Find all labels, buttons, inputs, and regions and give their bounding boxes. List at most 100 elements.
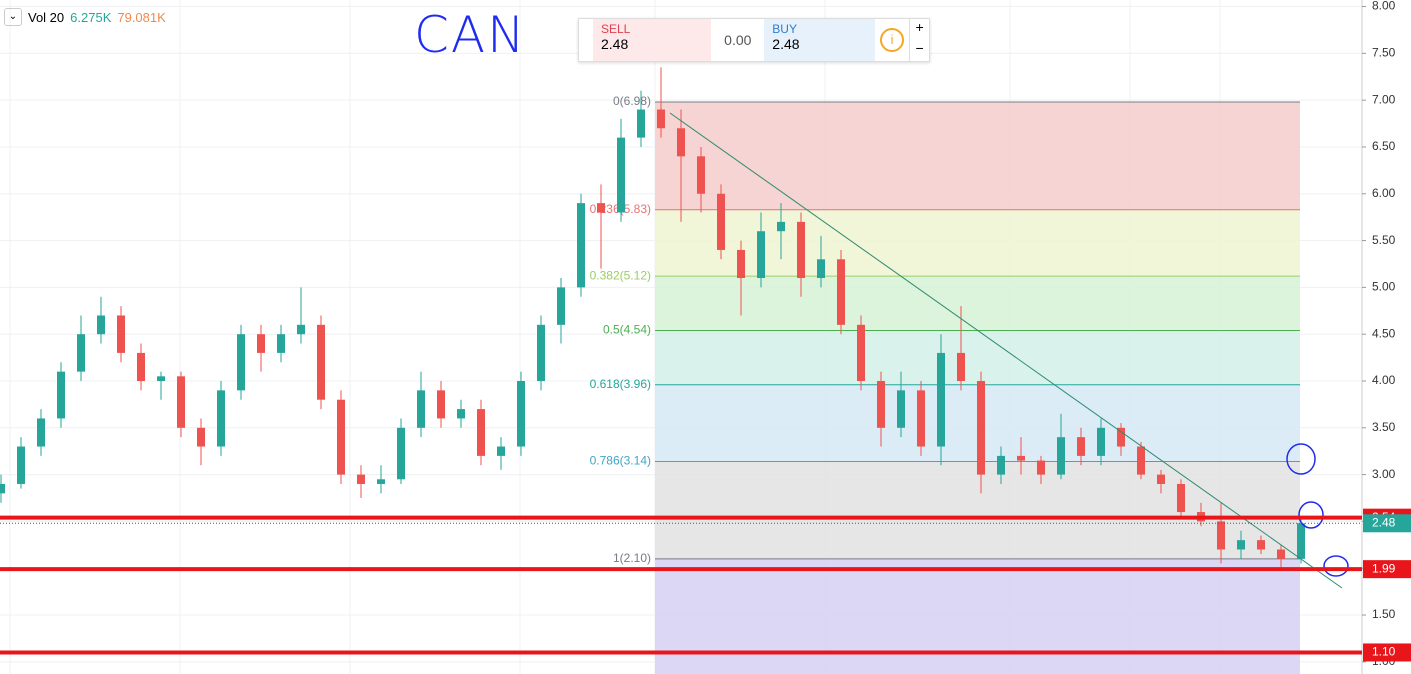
candle-body (57, 371, 65, 419)
candle-body (737, 249, 745, 279)
candle-body (517, 380, 525, 447)
y-tick-label: 1.50 (1372, 607, 1396, 621)
candle-body (77, 334, 85, 372)
candle-body (1277, 549, 1285, 559)
candle-body (1117, 427, 1125, 447)
candle-body (437, 390, 445, 419)
candle-body (917, 390, 925, 447)
candle-body (977, 380, 985, 475)
y-tick-label: 8.00 (1372, 0, 1396, 13)
candle-body (0, 483, 5, 494)
candle-body (897, 390, 905, 428)
candle-body (817, 259, 825, 279)
candle-body (757, 231, 765, 279)
candle-body (177, 376, 185, 428)
candle-body (617, 137, 625, 213)
candle-body (17, 446, 25, 484)
y-tick-label: 5.00 (1372, 280, 1396, 294)
spread: 0.00 (724, 32, 752, 48)
collapse-button[interactable]: ⌄ (4, 8, 22, 26)
candle-body (1097, 427, 1105, 456)
drawn-circle (1298, 501, 1324, 529)
candle-body (157, 376, 165, 381)
candle-body (297, 324, 305, 335)
y-tick-label: 7.50 (1372, 46, 1396, 60)
y-tick-label: 3.50 (1372, 420, 1396, 434)
candle-body (217, 390, 225, 447)
indicator-name: Vol 20 (28, 9, 65, 25)
candle-body (97, 315, 105, 335)
candle-body (1297, 523, 1305, 559)
last-price-tag (1363, 514, 1411, 533)
candle-body (1077, 437, 1085, 456)
candle-body (957, 352, 965, 381)
candle-body (277, 334, 285, 353)
candle-body (317, 324, 325, 400)
info-button[interactable]: i (875, 19, 909, 61)
candle-body (697, 156, 705, 194)
fib-label: 0.5(4.54) (603, 323, 651, 337)
candle-body (937, 352, 945, 447)
drawn-circle (1323, 555, 1349, 577)
sell-price: 2.48 (601, 36, 629, 52)
candle-body (237, 334, 245, 391)
sell-label: SELL (601, 22, 631, 36)
y-tick-label: 6.50 (1372, 139, 1396, 153)
candle-body (1037, 460, 1045, 475)
candle-body (1237, 540, 1245, 550)
y-tick-label: 4.00 (1372, 373, 1396, 387)
candle-body (397, 427, 405, 480)
candle-body (857, 324, 865, 381)
candle-body (1017, 455, 1025, 461)
fib-label: 0(6.98) (613, 94, 651, 108)
candle-body (197, 427, 205, 447)
minus-button[interactable]: − (915, 40, 924, 56)
candle-body (1217, 521, 1225, 550)
level-tag (1363, 560, 1411, 579)
candle-body (1177, 483, 1185, 513)
candle-body (417, 390, 425, 428)
sell-button[interactable]: SELL 2.48 (593, 19, 712, 61)
buy-label: BUY (772, 22, 797, 36)
plus-button[interactable]: + (915, 19, 924, 35)
y-tick-label: 3.00 (1372, 467, 1396, 481)
last-price-label: 2.48 (1372, 515, 1396, 529)
candle-body (457, 409, 465, 419)
level-label: 1.10 (1372, 645, 1396, 659)
candle-body (837, 259, 845, 325)
candle-body (657, 109, 665, 129)
candle-body (597, 203, 605, 213)
candle-body (1257, 540, 1265, 550)
candle-body (557, 287, 565, 325)
candle-body (477, 409, 485, 456)
buy-button[interactable]: BUY 2.48 (764, 19, 875, 61)
fib-zone (655, 461, 1300, 559)
candle-body (1157, 474, 1165, 484)
candle-body (337, 399, 345, 475)
candle-body (377, 479, 385, 484)
candle-body (797, 221, 805, 279)
candle-body (577, 203, 585, 288)
fib-label: 0.382(5.12) (590, 268, 651, 282)
y-tick-label: 7.00 (1372, 92, 1396, 106)
fib-zone (655, 558, 1300, 674)
candle-body (677, 128, 685, 157)
candle-body (537, 324, 545, 381)
buy-price: 2.48 (772, 36, 800, 52)
trend-line (669, 112, 1343, 589)
y-tick-label: 6.00 (1372, 186, 1396, 200)
fib-zone (655, 209, 1300, 277)
fib-label: 1(2.10) (613, 551, 651, 565)
toolbar: ⌄ Vol 20 6.275K 79.081K (4, 8, 166, 26)
candle-body (777, 221, 785, 232)
y-tick-label: 4.50 (1372, 326, 1396, 340)
fib-zone (655, 102, 1300, 210)
y-tick-label: 5.50 (1372, 233, 1396, 247)
candle-body (717, 193, 725, 250)
candle-body (1137, 446, 1145, 475)
fib-zone (655, 276, 1300, 331)
drawn-circle (1286, 443, 1316, 475)
candle-body (37, 418, 45, 447)
candle-body (637, 109, 645, 138)
